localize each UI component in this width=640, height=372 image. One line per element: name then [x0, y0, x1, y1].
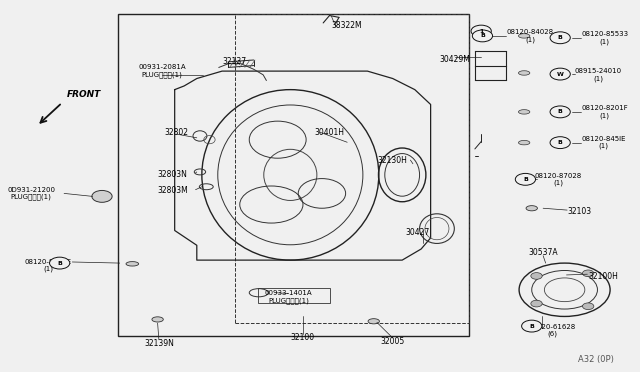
Text: B: B	[57, 261, 62, 266]
Bar	[235, 14, 468, 323]
Text: 30401H: 30401H	[314, 128, 344, 137]
Text: 08120-8501E
(1): 08120-8501E (1)	[25, 259, 72, 272]
Ellipse shape	[126, 262, 139, 266]
Circle shape	[531, 300, 542, 307]
Circle shape	[550, 137, 570, 148]
Circle shape	[550, 32, 570, 44]
Ellipse shape	[526, 206, 538, 211]
Text: 08120-84028
(1): 08120-84028 (1)	[506, 29, 554, 43]
Text: 08915-24010
(1): 08915-24010 (1)	[575, 68, 622, 81]
Text: 1: 1	[479, 29, 483, 33]
Circle shape	[522, 320, 542, 332]
Text: 32803N: 32803N	[158, 170, 188, 179]
Ellipse shape	[518, 110, 530, 114]
Text: 32100: 32100	[291, 333, 315, 342]
Circle shape	[515, 173, 536, 185]
Bar	[258, 288, 330, 303]
Text: 38322M: 38322M	[332, 22, 362, 31]
Text: B: B	[557, 35, 563, 40]
Text: 08120-87028
(1): 08120-87028 (1)	[535, 173, 582, 186]
Circle shape	[49, 257, 70, 269]
Circle shape	[92, 190, 112, 202]
Circle shape	[471, 25, 492, 37]
Text: B: B	[529, 324, 534, 328]
Circle shape	[531, 273, 542, 279]
Text: 32005: 32005	[381, 337, 405, 346]
Text: 32139N: 32139N	[144, 339, 174, 348]
Ellipse shape	[518, 140, 530, 145]
Text: 32137: 32137	[223, 57, 247, 66]
Text: 32103: 32103	[567, 208, 591, 217]
Text: 32803M: 32803M	[157, 186, 188, 195]
Ellipse shape	[152, 317, 163, 322]
Text: 00931-2081A
PLUGプラグ(1): 00931-2081A PLUGプラグ(1)	[138, 64, 186, 78]
Bar	[118, 14, 468, 336]
Text: B: B	[480, 33, 485, 38]
Text: B: B	[557, 109, 563, 114]
Text: 08120-8201F
(1): 08120-8201F (1)	[581, 105, 628, 119]
Ellipse shape	[368, 319, 380, 324]
Text: 08120-85533
(1): 08120-85533 (1)	[581, 31, 628, 45]
Text: B: B	[557, 140, 563, 145]
Circle shape	[550, 68, 570, 80]
Text: 30427: 30427	[406, 228, 430, 237]
Text: B: B	[523, 177, 528, 182]
Text: FRONT: FRONT	[67, 90, 102, 99]
Ellipse shape	[518, 34, 530, 38]
Circle shape	[582, 303, 594, 310]
Text: A32 (0P): A32 (0P)	[578, 355, 614, 364]
Ellipse shape	[518, 71, 530, 75]
Text: 00933-1401A
PLUGプラグ(1): 00933-1401A PLUGプラグ(1)	[264, 291, 312, 304]
Text: 32100H: 32100H	[589, 272, 618, 281]
Ellipse shape	[518, 177, 530, 182]
Circle shape	[582, 270, 594, 277]
Text: 32130H: 32130H	[378, 155, 408, 164]
Text: 32802: 32802	[164, 128, 189, 137]
Text: 08120-61628
(6): 08120-61628 (6)	[529, 324, 575, 337]
Text: 30429M: 30429M	[439, 55, 470, 64]
Text: W: W	[557, 71, 564, 77]
Text: 0D931-21200
PLUGプラグ(1): 0D931-21200 PLUGプラグ(1)	[7, 187, 55, 200]
Text: 08120-845lE
(1): 08120-845lE (1)	[581, 136, 625, 150]
Text: 30537A: 30537A	[528, 248, 558, 257]
Circle shape	[472, 30, 493, 42]
Circle shape	[550, 106, 570, 118]
